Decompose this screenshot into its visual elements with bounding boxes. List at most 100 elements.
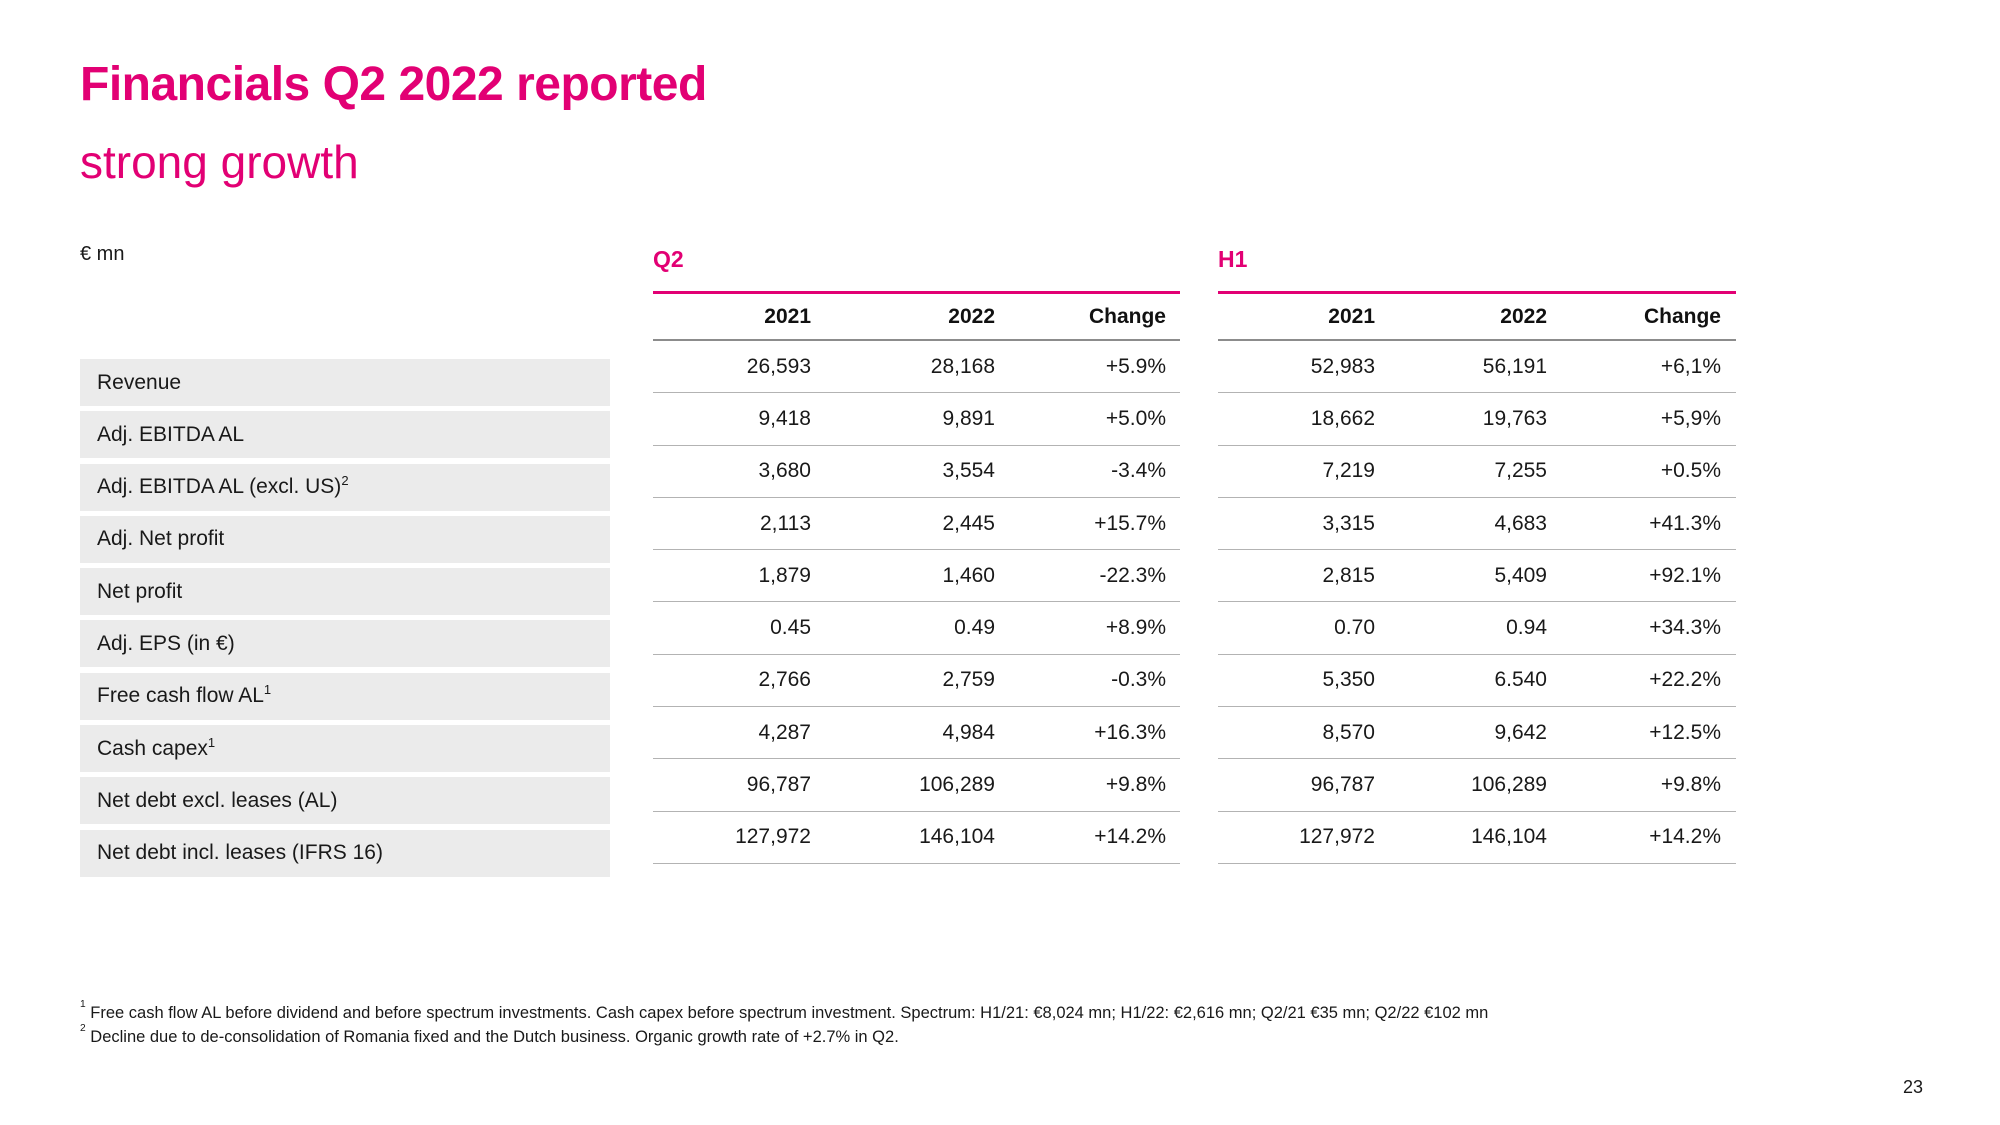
- column-header: Change: [1643, 305, 1721, 328]
- value-cell: 1,879: [758, 563, 811, 587]
- section-label-h1: H1: [1218, 246, 1248, 272]
- row-label: Net debt incl. leases (IFRS 16): [80, 829, 610, 877]
- value-cell: 0.70: [1334, 616, 1375, 640]
- column-header: 2022: [948, 305, 995, 328]
- value-cell: 4,984: [942, 720, 995, 744]
- page-subtitle: strong growth: [80, 136, 359, 188]
- value-cell: 4,287: [758, 720, 811, 744]
- value-cell: +15.7%: [1094, 511, 1166, 535]
- value-cell: 52,983: [1310, 354, 1375, 378]
- value-cell: 146,104: [1471, 825, 1547, 849]
- table-row: 96,787 106,289 +9.8%: [653, 759, 1180, 812]
- page-title: Financials Q2 2022 reported: [80, 58, 707, 111]
- row-label: Adj. EBITDA AL (excl. US) 2: [80, 463, 610, 511]
- value-cell: 18,662: [1310, 406, 1375, 430]
- value-cell: +14.2%: [1649, 825, 1721, 849]
- value-cell: 19,763: [1482, 406, 1547, 430]
- value-cell: +41.3%: [1649, 511, 1721, 535]
- h1-table-section: H1 2021 2022 Change 52,983 56,191 +6,1% 18,66…: [1218, 246, 1736, 864]
- value-cell: 5,409: [1494, 563, 1547, 587]
- value-cell: 1,460: [942, 563, 995, 587]
- value-cell: 7,219: [1322, 459, 1375, 483]
- value-cell: +14.2%: [1094, 825, 1166, 849]
- column-header: 2021: [1328, 305, 1375, 328]
- table-row: 0.70 0.94 +34.3%: [1218, 602, 1736, 655]
- value-cell: 3,680: [758, 459, 811, 483]
- table-row: 7,219 7,255 +0.5%: [1218, 446, 1736, 498]
- value-cell: 4,683: [1494, 511, 1547, 535]
- row-label: Adj. Net profit: [80, 515, 610, 563]
- table-row: 8,570 9,642 +12.5%: [1218, 707, 1736, 760]
- value-cell: 106,289: [1471, 773, 1547, 797]
- table-row: 127,972 146,104 +14.2%: [653, 812, 1180, 864]
- table-row: 18,662 19,763 +5,9%: [1218, 393, 1736, 446]
- value-cell: +22.2%: [1649, 668, 1721, 692]
- value-cell: 0.45: [770, 616, 811, 640]
- value-cell: 96,787: [746, 773, 811, 797]
- row-label: Revenue: [80, 359, 610, 406]
- row-label: Net debt excl. leases (AL): [80, 777, 610, 825]
- table-body: 52,983 56,191 +6,1% 18,662 19,763 +5,9% 7,219 7…: [1218, 339, 1736, 864]
- value-cell: +5.9%: [1105, 354, 1166, 378]
- value-cell: 28,168: [930, 354, 995, 378]
- value-cell: 127,972: [735, 825, 811, 849]
- value-cell: +6,1%: [1660, 354, 1721, 378]
- column-header-row: 2021 2022 Change: [1218, 276, 1736, 339]
- value-cell: -3.4%: [1111, 459, 1166, 483]
- table-row: 96,787 106,289 +9.8%: [1218, 759, 1736, 812]
- table-row: 52,983 56,191 +6,1%: [1218, 341, 1736, 394]
- value-cell: 146,104: [919, 825, 995, 849]
- column-header: 2021: [764, 305, 811, 328]
- table-row: 127,972 146,104 +14.2%: [1218, 812, 1736, 864]
- value-cell: +12.5%: [1649, 720, 1721, 744]
- row-label: Cash capex 1: [80, 725, 610, 773]
- value-cell: 9,418: [758, 406, 811, 430]
- value-cell: 2,113: [760, 511, 811, 535]
- column-header: 2022: [1500, 305, 1547, 328]
- table-row: 2,113 2,445 +15.7%: [653, 498, 1180, 551]
- value-cell: 2,815: [1322, 563, 1375, 587]
- table-row: 4,287 4,984 +16.3%: [653, 707, 1180, 760]
- unit-label: € mn: [80, 243, 125, 265]
- row-label-column: Revenue Adj. EBITDA AL Adj. EBITDA AL (exc…: [80, 359, 610, 882]
- value-cell: 0.94: [1506, 616, 1547, 640]
- magenta-rule: [653, 291, 1180, 294]
- value-cell: +9.8%: [1105, 773, 1166, 797]
- value-cell: +16.3%: [1094, 720, 1166, 744]
- value-cell: 6.540: [1494, 668, 1547, 692]
- table-row: 3,315 4,683 +41.3%: [1218, 498, 1736, 551]
- table-row: 0.45 0.49 +8.9%: [653, 602, 1180, 655]
- column-header: Change: [1088, 305, 1166, 328]
- row-label: Adj. EPS (in €): [80, 620, 610, 668]
- column-header-row: 2021 2022 Change: [653, 276, 1180, 339]
- value-cell: 3,315: [1322, 511, 1375, 535]
- value-cell: 96,787: [1310, 773, 1375, 797]
- row-label: Free cash flow AL 1: [80, 672, 610, 720]
- row-label: Net profit: [80, 568, 610, 616]
- value-cell: +0.5%: [1660, 459, 1721, 483]
- footnote: 1 Free cash flow AL before dividend and …: [80, 998, 1489, 1022]
- table-row: 2,766 2,759 -0.3%: [653, 655, 1180, 708]
- value-cell: 5,350: [1322, 668, 1375, 692]
- magenta-rule: [1218, 291, 1736, 294]
- value-cell: +34.3%: [1649, 616, 1721, 640]
- footnotes: 1 Free cash flow AL before dividend and …: [80, 998, 1550, 1050]
- value-cell: +9.8%: [1660, 773, 1721, 797]
- table-row: 1,879 1,460 -22.3%: [653, 550, 1180, 603]
- value-cell: 3,554: [942, 459, 995, 483]
- q2-table-section: Q2 2021 2022 Change 26,593 28,168 +5.9% 9,418…: [653, 246, 1180, 864]
- table-body: 26,593 28,168 +5.9% 9,418 9,891 +5.0% 3,680 3,5…: [653, 339, 1180, 864]
- value-cell: 7,255: [1494, 459, 1547, 483]
- page-number: 23: [1903, 1077, 1924, 1097]
- value-cell: +5.0%: [1105, 406, 1166, 430]
- row-label: Adj. EBITDA AL: [80, 411, 610, 459]
- value-cell: +8.9%: [1105, 616, 1166, 640]
- footnote: 2 Decline due to de-consolidation of Rom…: [80, 1023, 899, 1047]
- value-cell: 9,891: [942, 406, 995, 430]
- table-row: 9,418 9,891 +5.0%: [653, 393, 1180, 446]
- section-label-q2: Q2: [653, 246, 684, 272]
- table-row: 5,350 6.540 +22.2%: [1218, 655, 1736, 708]
- value-cell: 56,191: [1482, 354, 1547, 378]
- value-cell: -22.3%: [1099, 563, 1166, 587]
